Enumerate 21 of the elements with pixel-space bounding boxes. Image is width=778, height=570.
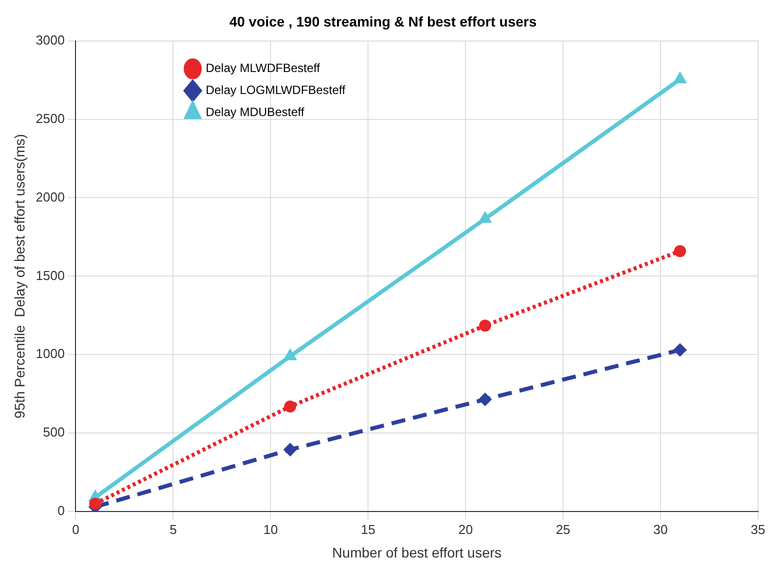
legend-label: Delay MLWDFBesteff	[206, 61, 321, 76]
chart-title: 40 voice , 190 streaming & Nf best effort users	[229, 13, 537, 30]
y-tick-label: 500	[43, 424, 65, 440]
x-tick-label: 30	[653, 522, 668, 537]
legend-label: Delay LOGMLWDFBesteff	[206, 83, 346, 98]
x-tick-label: 20	[458, 522, 473, 537]
y-tick-label: 3000	[36, 32, 65, 48]
y-tick-label: 0	[57, 503, 65, 518]
y-tick-label: 2000	[36, 189, 65, 204]
legend-label: Delay MDUBesteff	[206, 105, 305, 120]
y-axis-title: 95th Percentile Delay of best effort users(ms)	[11, 134, 28, 418]
y-tick-label: 1500	[36, 268, 65, 283]
x-axis-title: Number of best effort users	[332, 544, 502, 560]
x-tick-label: 35	[750, 522, 766, 537]
x-tick-label: 0	[72, 522, 80, 537]
x-tick-label: 5	[170, 522, 177, 537]
x-tick-label: 25	[556, 522, 570, 537]
x-tick-label: 10	[263, 522, 278, 537]
x-tick-label: 15	[360, 522, 376, 537]
y-tick-label: 2500	[36, 110, 65, 126]
y-tick-label: 1000	[36, 346, 65, 362]
